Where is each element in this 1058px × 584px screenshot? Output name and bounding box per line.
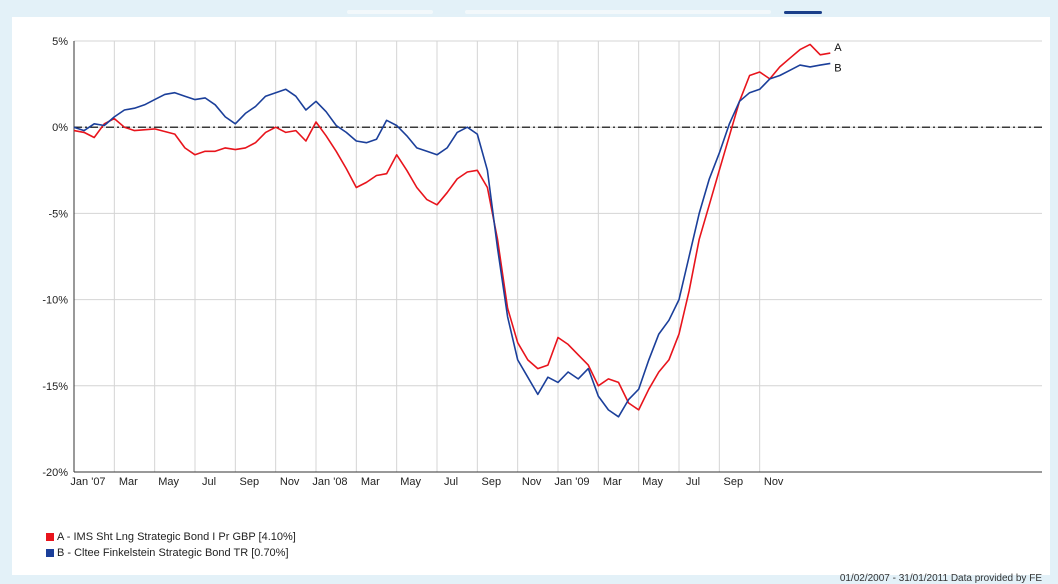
y-tick-label: -5%	[48, 208, 68, 220]
x-tick-label: Sep	[724, 476, 744, 488]
series-end-label-a: A	[834, 42, 842, 54]
x-tick-label: Jan '08	[312, 476, 347, 488]
series-end-label-b: B	[834, 62, 841, 74]
x-tick-label: Jul	[202, 476, 216, 488]
x-tick-label: Sep	[240, 476, 260, 488]
legend-label-b: B - Cltee Finkelstein Strategic Bond TR …	[57, 547, 289, 559]
toolbar-tab[interactable]	[347, 10, 433, 14]
x-tick-label: Jul	[444, 476, 458, 488]
x-tick-label: Mar	[119, 476, 138, 488]
legend-label-a: A - IMS Sht Lng Strategic Bond I Pr GBP …	[57, 531, 296, 543]
x-tick-label: Sep	[482, 476, 502, 488]
legend-swatch-a	[46, 533, 54, 541]
performance-chart: 5% 0% -5% -10% -15% -20%Jan '07 Mar May Jul Sep No…	[42, 36, 1042, 488]
x-tick-label: May	[158, 476, 179, 488]
x-tick-label: Nov	[522, 476, 542, 488]
legend-item-a: A - IMS Sht Lng Strategic Bond I Pr GBP …	[46, 529, 296, 545]
chart-panel: 5% 0% -5% -10% -15% -20% Jan '07 Mar May Jul Sep No…	[12, 17, 1050, 584]
series-line-b	[73, 62, 831, 418]
y-tick-label: -20%	[42, 467, 68, 479]
x-tick-label: May	[400, 476, 421, 488]
x-tick-label: Nov	[280, 476, 300, 488]
chart-legend: A - IMS Sht Lng Strategic Bond I Pr GBP …	[46, 529, 296, 561]
x-tick-label: Jan '07	[70, 476, 105, 488]
x-tick-label: May	[642, 476, 663, 488]
y-tick-label: -15%	[42, 381, 68, 393]
x-tick-label: Mar	[361, 476, 380, 488]
legend-item-b: B - Cltee Finkelstein Strategic Bond TR …	[46, 545, 296, 561]
top-toolbar	[0, 0, 1058, 18]
x-tick-label: Nov	[764, 476, 784, 488]
y-tick-label: 5%	[52, 36, 68, 48]
series-line-a	[73, 43, 831, 411]
x-tick-label: Jan '09	[554, 476, 589, 488]
x-tick-label: Jul	[686, 476, 700, 488]
legend-swatch-b	[46, 549, 54, 557]
y-tick-label: -10%	[42, 295, 68, 307]
x-tick-label: Mar	[603, 476, 622, 488]
toolbar-tab[interactable]	[465, 10, 771, 14]
y-tick-label: 0%	[52, 122, 68, 134]
toolbar-active-tab[interactable]	[784, 11, 822, 14]
